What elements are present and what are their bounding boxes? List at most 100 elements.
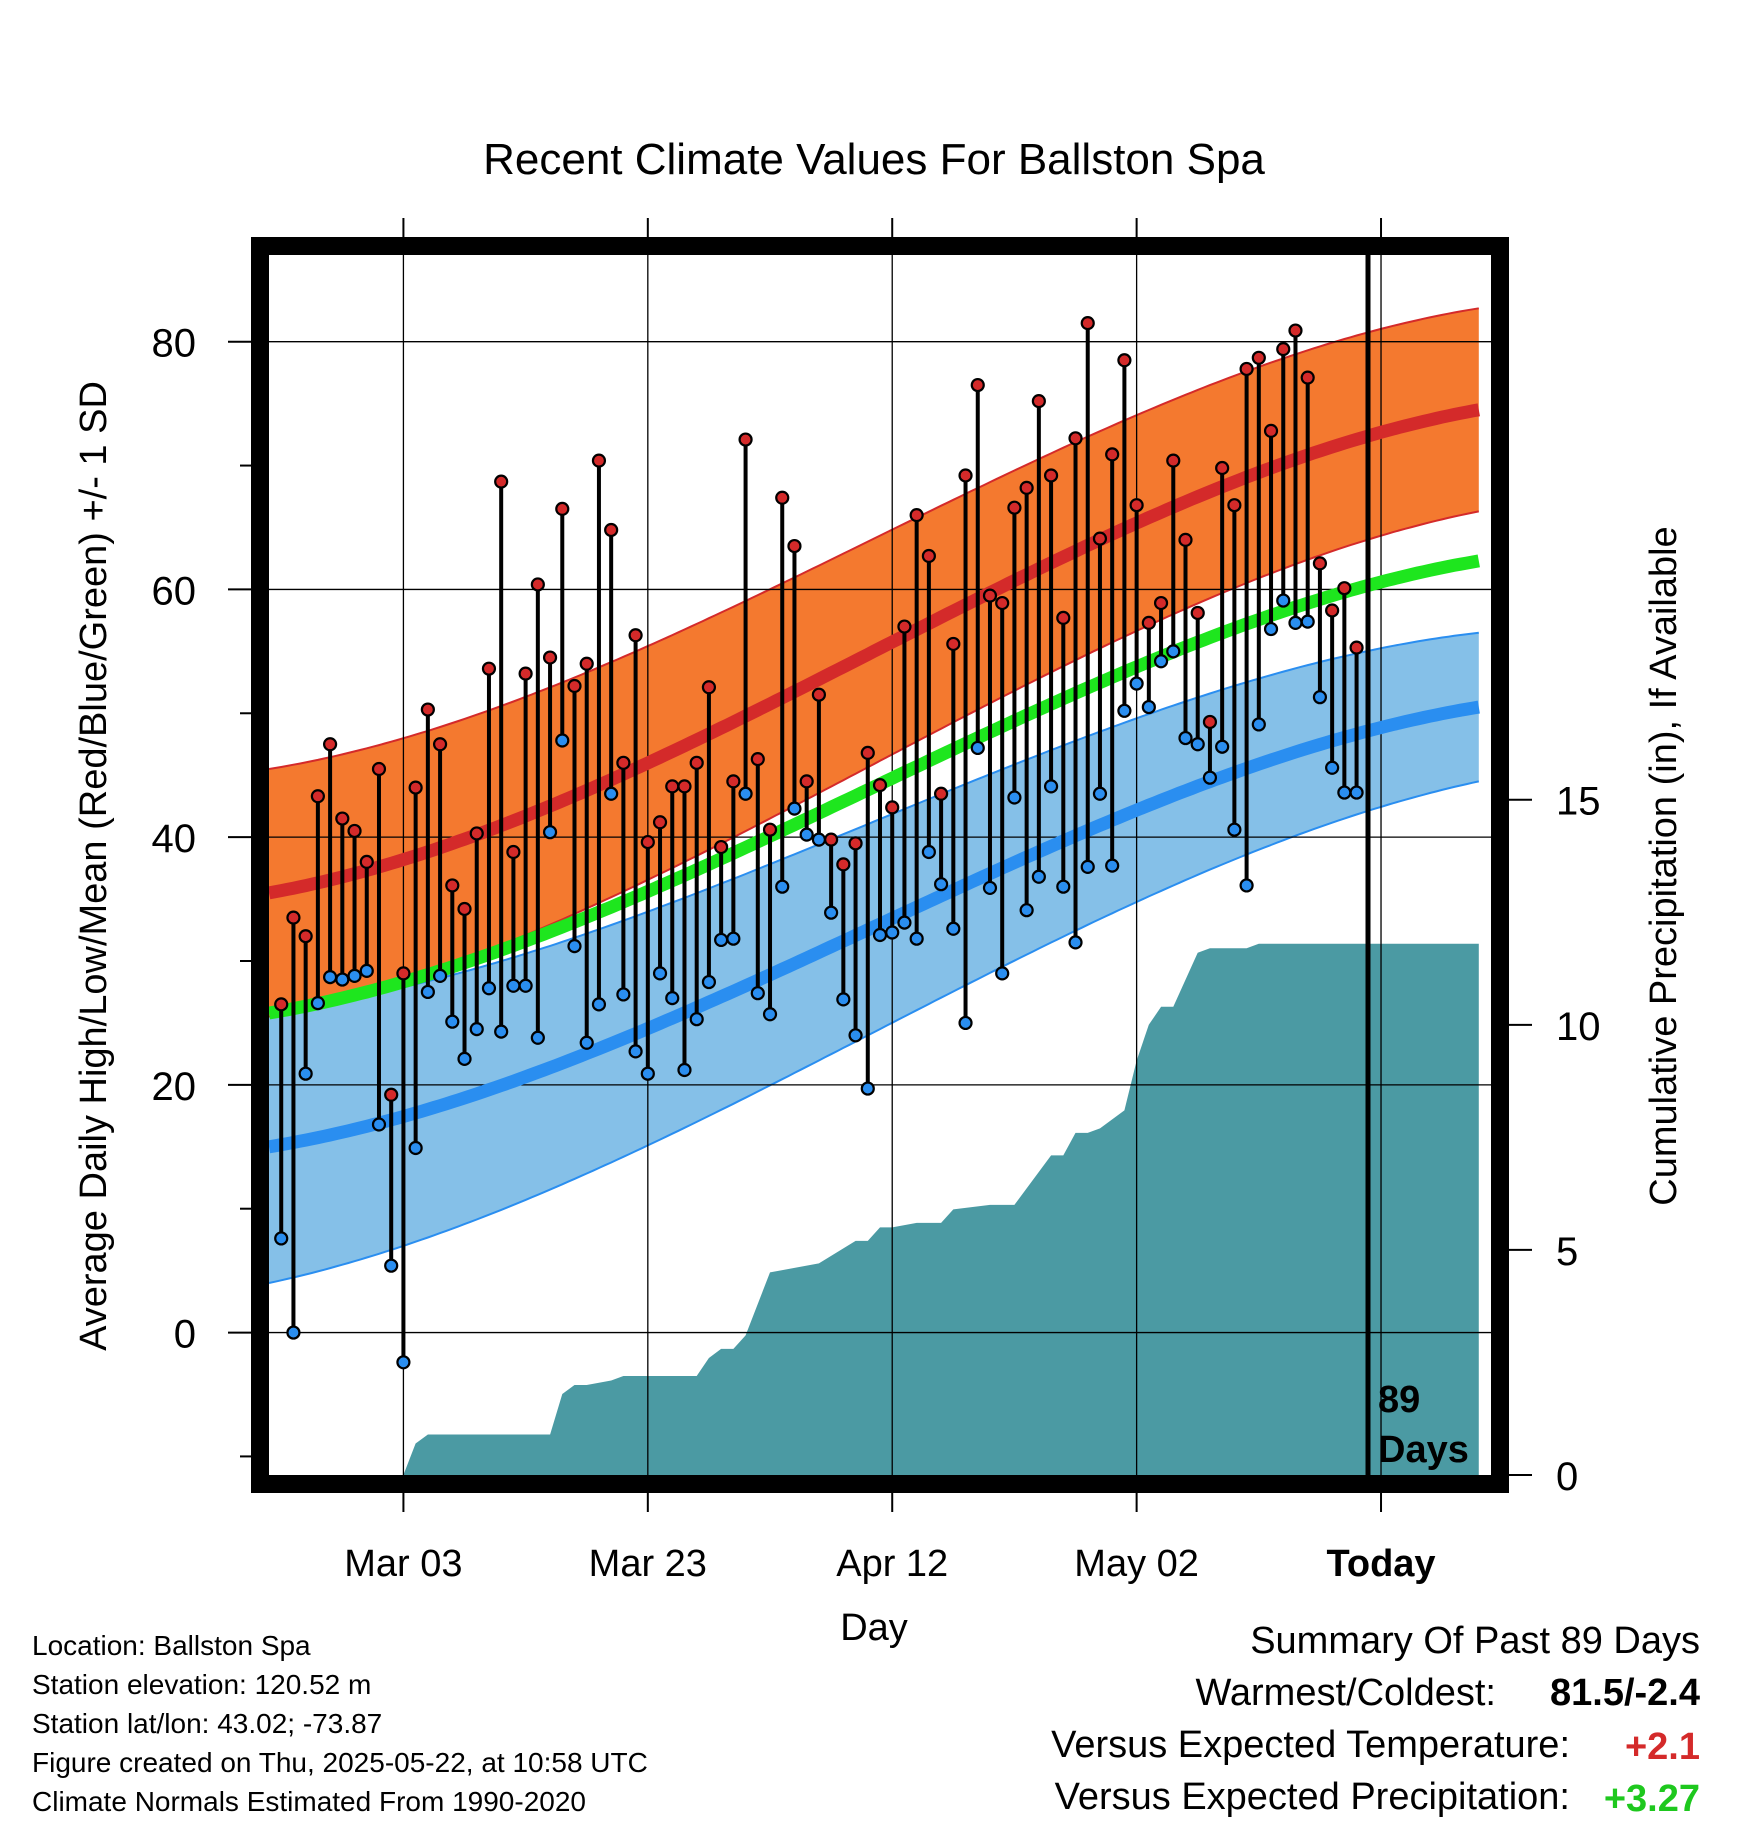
daily-low-point	[1117, 703, 1132, 718]
y-right-tick-label: 15	[1556, 780, 1601, 824]
daily-high-point	[579, 656, 594, 671]
daily-low-point	[1031, 869, 1046, 884]
daily-high-point	[848, 836, 863, 851]
daily-high-point	[750, 752, 765, 767]
y-right-tick-label: 0	[1556, 1455, 1578, 1499]
daily-high-point	[1215, 460, 1230, 476]
daily-high-point	[1129, 498, 1144, 513]
x-tick-label: Apr 12	[836, 1543, 948, 1585]
daily-high-point	[1312, 556, 1328, 571]
days-count-label: 89	[1378, 1379, 1420, 1421]
x-tick-label: Mar 03	[344, 1543, 462, 1585]
daily-high-point	[274, 997, 289, 1012]
daily-low-point	[542, 825, 558, 840]
daily-high-point	[1068, 431, 1083, 446]
daily-high-point	[909, 508, 924, 523]
daily-low-point	[1092, 786, 1108, 801]
daily-high-point	[408, 780, 423, 795]
figure-created: Figure created on Thu, 2025-05-22, at 10…	[32, 1747, 648, 1778]
daily-low-point	[1251, 717, 1266, 732]
daily-low-point	[811, 832, 827, 847]
daily-low-point	[1178, 730, 1193, 746]
daily-high-point	[958, 468, 973, 483]
daily-low-point	[1105, 858, 1120, 873]
daily-low-point	[1007, 790, 1022, 805]
y-left-tick-label: 0	[174, 1313, 196, 1357]
daily-high-point	[1263, 423, 1279, 438]
daily-high-point	[530, 577, 545, 592]
daily-high-point	[420, 702, 435, 717]
daily-low-point	[396, 1355, 411, 1370]
daily-low-point	[555, 733, 570, 748]
axes: 0 20 40 60 80 0 5 10 15 Mar 03 Mar 23 Apr 12 May 02 T…	[152, 218, 1601, 1585]
summary-panel: Summary Of Past 89 Days Warmest/Coldest:…	[900, 1620, 1700, 1828]
daily-high-point	[652, 815, 668, 830]
cumulative-precip-area	[269, 943, 1479, 1475]
daily-low-point	[665, 991, 680, 1006]
daily-high-point	[445, 878, 460, 893]
daily-low-point	[469, 1022, 484, 1037]
daily-low-point	[640, 1066, 655, 1081]
daily-low-point	[1019, 903, 1034, 918]
daily-low-point	[604, 786, 619, 801]
daily-high-point	[787, 538, 802, 554]
daily-low-point	[897, 915, 912, 930]
daily-high-point	[872, 778, 888, 793]
daily-low-point	[530, 1030, 545, 1045]
daily-high-point	[982, 588, 998, 603]
days-unit-label: Days	[1378, 1429, 1469, 1471]
daily-low-point	[848, 1028, 863, 1043]
x-tick-label: May 02	[1074, 1543, 1199, 1585]
daily-low-point	[933, 877, 949, 892]
daily-low-point	[1349, 785, 1364, 800]
daily-low-point	[1129, 676, 1144, 691]
daily-high-point	[371, 761, 387, 777]
daily-low-point	[652, 966, 668, 981]
daily-low-point	[1043, 779, 1059, 794]
daily-high-point	[506, 844, 521, 860]
y-right-tick-label: 10	[1556, 1005, 1601, 1049]
daily-high-point	[799, 774, 814, 789]
daily-high-point	[1227, 498, 1242, 513]
station-location: Location: Ballston Spa	[32, 1630, 311, 1661]
station-latlon: Station lat/lon: 43.02; -73.87	[32, 1708, 383, 1739]
right-axis-label: Cumulative Precipitation (in), If Availa…	[1643, 526, 1685, 1205]
daily-high-point	[591, 453, 607, 468]
daily-high-point	[335, 811, 350, 826]
daily-low-point	[701, 974, 717, 990]
daily-high-point	[836, 857, 851, 872]
daily-high-point	[1166, 453, 1181, 468]
warmest-coldest-label: Warmest/Coldest:	[1195, 1672, 1496, 1714]
daily-low-point	[982, 880, 998, 896]
daily-low-point	[1239, 878, 1254, 893]
daily-high-point	[1251, 350, 1266, 365]
high-sd-band	[269, 308, 1479, 1017]
daily-high-point	[286, 910, 301, 925]
daily-low-point	[518, 978, 533, 993]
daily-high-point	[762, 822, 778, 837]
temp-anomaly-value: +2.1	[1624, 1726, 1700, 1768]
daily-high-point	[885, 800, 900, 815]
low-band-upper-edge	[268, 631, 1479, 1012]
daily-high-point	[689, 755, 704, 770]
daily-low-point	[946, 921, 961, 936]
daily-low-point	[347, 968, 362, 983]
daily-high-point	[1105, 447, 1120, 462]
daily-low-point	[567, 939, 582, 954]
precipitation-area	[269, 943, 1479, 1475]
daily-low-point	[775, 879, 790, 894]
daily-high-point	[1007, 500, 1022, 515]
daily-high-point	[1349, 640, 1364, 655]
daily-low-point	[1288, 615, 1303, 630]
daily-low-point	[762, 1007, 778, 1022]
daily-high-point	[616, 755, 631, 770]
y-left-tick-label: 60	[152, 569, 197, 613]
daily-low-point	[1300, 614, 1315, 629]
daily-high-point	[714, 839, 729, 855]
daily-high-point	[1178, 532, 1193, 547]
station-elevation: Station elevation: 120.52 m	[32, 1669, 372, 1700]
summary-heading: Summary Of Past 89 Days	[1250, 1620, 1700, 1662]
daily-high-point	[555, 501, 570, 517]
precip-anomaly-value: +3.27	[1603, 1778, 1700, 1820]
